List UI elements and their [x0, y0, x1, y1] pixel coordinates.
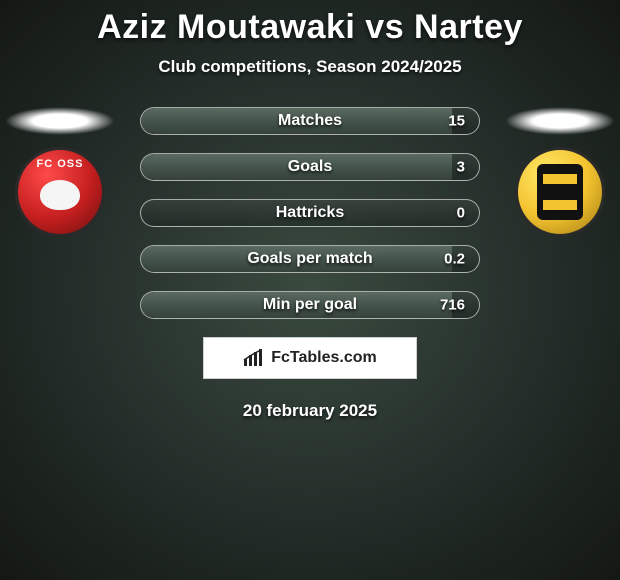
- stat-value: 3: [457, 159, 465, 176]
- stat-label: Goals: [141, 158, 479, 176]
- subtitle: Club competitions, Season 2024/2025: [0, 57, 620, 77]
- stat-label: Matches: [141, 112, 479, 130]
- left-badge-icon: [40, 180, 80, 210]
- player-halo-left: [5, 107, 115, 135]
- stat-value: 15: [448, 113, 465, 130]
- stat-bar: Hattricks0: [140, 199, 480, 227]
- comparison-card: Aziz Moutawaki vs Nartey Club competitio…: [0, 0, 620, 580]
- chart-icon: [243, 349, 265, 367]
- page-title: Aziz Moutawaki vs Nartey: [0, 8, 620, 47]
- left-team-column: FC OSS: [0, 107, 120, 237]
- brand-watermark: FcTables.com: [203, 337, 417, 379]
- stat-label: Goals per match: [141, 250, 479, 268]
- stat-bar: Goals3: [140, 153, 480, 181]
- stat-label: Min per goal: [141, 296, 479, 314]
- left-badge-label: FC OSS: [18, 158, 102, 170]
- right-team-badge: [515, 147, 605, 237]
- stat-bar: Min per goal716: [140, 291, 480, 319]
- stat-bar: Matches15: [140, 107, 480, 135]
- comparison-body: FC OSS Matches15 Goals3 Hattricks0 Goals pe…: [0, 107, 620, 319]
- right-team-column: [500, 107, 620, 237]
- stat-value: 716: [440, 297, 465, 314]
- player-halo-right: [505, 107, 615, 135]
- left-team-badge: FC OSS: [15, 147, 105, 237]
- stats-list: Matches15 Goals3 Hattricks0 Goals per match…: [140, 107, 480, 319]
- stat-label: Hattricks: [141, 204, 479, 222]
- brand-text: FcTables.com: [271, 349, 377, 367]
- stat-value: 0.2: [444, 251, 465, 268]
- date-label: 20 february 2025: [0, 401, 620, 421]
- right-badge-icon: [537, 164, 583, 220]
- stat-bar: Goals per match0.2: [140, 245, 480, 273]
- stat-value: 0: [457, 205, 465, 222]
